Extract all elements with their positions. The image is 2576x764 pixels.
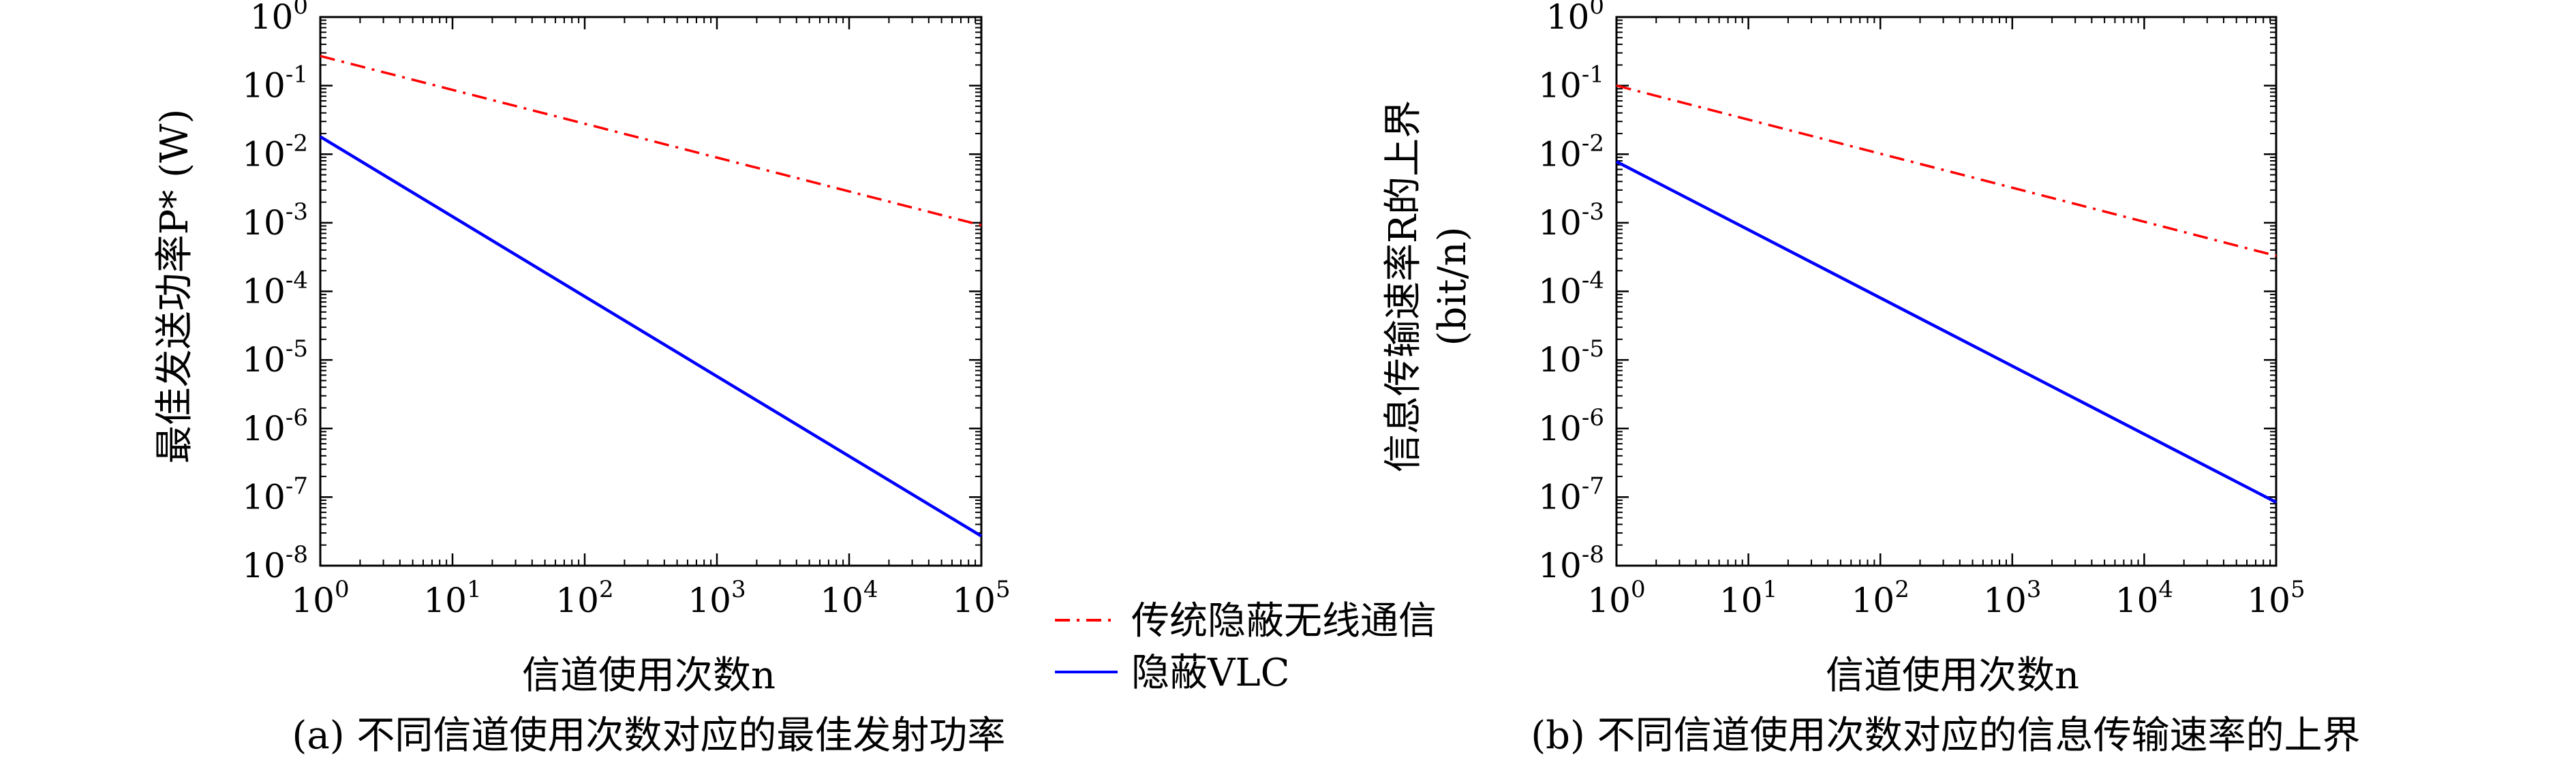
x-tick-label: 105 xyxy=(2247,576,2305,620)
y-tick-label: 100 xyxy=(1546,0,1604,37)
plot-frame xyxy=(319,16,983,567)
y-tick-label: 10-7 xyxy=(242,472,308,517)
y-tick-label: 10-1 xyxy=(1538,61,1604,106)
y-tick-label: 10-5 xyxy=(1538,335,1604,380)
caption-panel-b: (b) 不同信道使用次数对应的信息传输速率的上界 xyxy=(1531,714,2360,758)
y-tick-label: 10-3 xyxy=(242,198,308,243)
y-tick-label: 10-2 xyxy=(1538,129,1604,174)
y-tick-label: 10-2 xyxy=(242,129,308,174)
y-tick-label: 10-8 xyxy=(1538,541,1604,585)
y-tick-label: 10-5 xyxy=(242,335,308,380)
legend-label-1: 隐蔽VLC xyxy=(1131,651,1289,695)
ylabel-panel-a: 最佳发送功率P* (W) xyxy=(153,109,197,464)
x-tick-label: 103 xyxy=(1983,576,2041,620)
xlabel-panel-a: 信道使用次数n xyxy=(522,654,776,698)
x-tick-label: 104 xyxy=(2115,576,2173,620)
y-tick-label: 10-6 xyxy=(1538,404,1604,448)
ylabel-panel-b: 信息传输速率R的上界 xyxy=(1381,100,1426,472)
series-line-0 xyxy=(1616,84,2277,257)
x-tick-label: 102 xyxy=(1852,576,1910,620)
caption-panel-a: (a) 不同信道使用次数对应的最佳发射功率 xyxy=(292,714,1006,758)
y-tick-label: 10-6 xyxy=(242,404,308,448)
chart-panel-a: 最佳发送功率P* (W) 信道使用次数n (a) 不同信道使用次数对应的最佳发射… xyxy=(153,0,1011,758)
ylabel-unit-panel-b: (bit/n) xyxy=(1430,227,1475,346)
chart-panel-b: 信息传输速率R的上界 (bit/n) 信道使用次数n (b) 不同信道使用次数对… xyxy=(1381,0,2361,758)
y-tick-label: 10-3 xyxy=(1538,198,1604,243)
x-tick-label: 100 xyxy=(1587,576,1645,620)
plot-frame xyxy=(1615,16,2278,567)
x-tick-label: 101 xyxy=(1719,576,1777,620)
x-tick-label: 100 xyxy=(291,576,349,620)
y-tick-label: 10-1 xyxy=(242,61,308,106)
series-line-1 xyxy=(1615,160,2278,504)
x-tick-label: 103 xyxy=(688,576,746,620)
y-tick-label: 100 xyxy=(250,0,308,37)
x-tick-label: 101 xyxy=(423,576,481,620)
y-tick-label: 10-7 xyxy=(1538,472,1604,517)
x-tick-label: 104 xyxy=(820,576,878,620)
xlabel-panel-b: 信道使用次数n xyxy=(1826,654,2079,698)
x-tick-label: 105 xyxy=(952,576,1010,620)
legend: 传统隐蔽无线通信 隐蔽VLC xyxy=(1055,599,1437,695)
y-tick-label: 10-8 xyxy=(242,541,308,585)
x-tick-label: 102 xyxy=(555,576,613,620)
y-tick-label: 10-4 xyxy=(1538,267,1604,311)
series-line-1 xyxy=(319,135,983,538)
series-line-0 xyxy=(320,55,982,227)
legend-label-0: 传统隐蔽无线通信 xyxy=(1131,599,1437,643)
y-tick-label: 10-4 xyxy=(242,267,308,311)
